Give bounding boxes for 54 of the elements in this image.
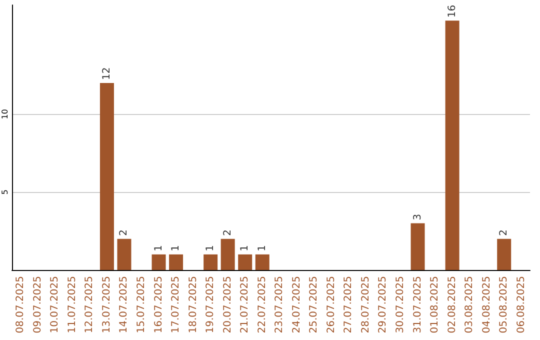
x-tick-label: 20.07.2025: [222, 276, 234, 334]
bar: [410, 223, 425, 270]
x-tick-label: 29.07.2025: [378, 276, 389, 334]
x-tick-label: 09.07.2025: [32, 276, 44, 334]
x-tick-label: 26.07.2025: [326, 276, 337, 334]
x-tick-label: 28.07.2025: [360, 276, 372, 334]
bar: [169, 254, 184, 270]
x-tick-label: 31.07.2025: [412, 276, 424, 334]
x-tick-label: 13.07.2025: [101, 276, 112, 334]
data-label: 1: [153, 245, 164, 252]
x-tick-label: 18.07.2025: [188, 276, 199, 334]
x-tick-label: 15.07.2025: [136, 276, 147, 334]
x-tick-label: 23.07.2025: [274, 276, 286, 334]
x-tick-label: 10.07.2025: [50, 276, 61, 334]
data-label: 2: [222, 229, 234, 236]
x-tick-label: 02.08.2025: [446, 276, 458, 334]
x-tick-label: 14.07.2025: [118, 276, 130, 334]
x-tick-label: 24.07.2025: [291, 276, 302, 334]
bar: [445, 20, 460, 270]
bar: [152, 254, 166, 270]
x-tick-label: 11.07.2025: [66, 276, 78, 334]
bar: [497, 238, 512, 270]
x-tick-label: 27.07.2025: [343, 276, 354, 334]
bar: [255, 254, 270, 270]
x-tick-label: 03.08.2025: [464, 276, 476, 334]
data-label: 1: [240, 245, 251, 252]
bar: [100, 82, 114, 270]
data-label: 12: [101, 67, 112, 80]
x-tick-label: 22.07.2025: [256, 276, 268, 334]
x-tick-label: 01.08.2025: [430, 276, 441, 334]
x-tick-label: 04.08.2025: [481, 276, 492, 334]
x-tick-label: 21.07.2025: [240, 276, 251, 334]
x-tick-label: 25.07.2025: [308, 276, 320, 334]
x-tick-label: 17.07.2025: [170, 276, 182, 334]
bar: [204, 254, 218, 270]
bar: [238, 254, 252, 270]
x-tick-label: 16.07.2025: [153, 276, 164, 334]
y-tick-label: 10: [0, 109, 10, 120]
data-label: 2: [498, 229, 510, 236]
data-label: 1: [170, 245, 182, 252]
data-label: 3: [412, 214, 424, 220]
x-tick-label: 30.07.2025: [395, 276, 406, 334]
x-tick-label: 12.07.2025: [84, 276, 96, 334]
bar: [220, 238, 235, 270]
bar: [117, 238, 132, 270]
x-tick-label: 06.08.2025: [516, 276, 527, 334]
y-tick-label: 5: [0, 190, 10, 195]
x-tick-label: 08.07.2025: [15, 276, 26, 334]
x-tick-label: 19.07.2025: [205, 276, 216, 334]
data-label: 1: [205, 245, 216, 252]
x-tick-label: 05.08.2025: [498, 276, 510, 334]
data-label: 2: [118, 229, 130, 236]
data-label: 16: [446, 4, 458, 18]
data-label: 1: [256, 245, 268, 252]
